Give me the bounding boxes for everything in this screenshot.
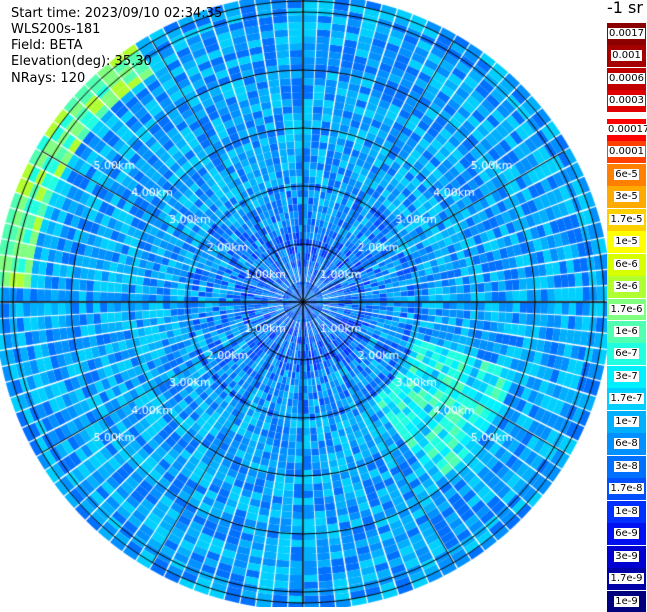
start-time-label: Start time: 2023/09/10 02:34:35 [11,6,223,21]
colorbar-level: 6e-6 [607,253,646,276]
colorbar-tick-label: 1e-5 [614,236,639,248]
colorbar-level: 0.00017 [607,118,647,141]
colorbar-tick-label: 0.001 [611,50,642,62]
colorbar-level: 3e-6 [607,276,646,299]
colorbar-level: 1e-6 [607,321,646,343]
colorbar-tick-label: 6e-6 [614,258,639,270]
colorbar-tick-label: 3e-9 [614,550,639,562]
colorbar-tick-label: 6e-9 [614,528,639,540]
colorbar-tick-label: 0.0017 [608,27,645,39]
colorbar-tick-label: 1.7e-6 [609,303,644,315]
colorbar-level: 6e-7 [607,343,646,366]
colorbar-level: 1e-7 [607,410,646,433]
colorbar-tick-label: 0.0006 [608,72,645,84]
nrays-label: NRays: 120 [11,71,86,86]
colorbar-tick-label: 1e-8 [614,505,639,517]
ppi-scan-plot [0,0,607,607]
colorbar-level: 6e-8 [607,433,646,456]
colorbar-tick-label: 6e-7 [614,348,639,360]
colorbar-level: 1e-9 [607,590,646,612]
colorbar-tick-label: 3e-5 [614,191,639,203]
colorbar-tick-label: 6e-8 [614,438,639,450]
colorbar-tick-label: 1e-7 [614,415,639,427]
colorbar-unit: -1 sr [607,0,643,17]
colorbar-level: 3e-5 [607,186,646,209]
colorbar-level: 3e-9 [607,545,646,568]
colorbar-tick-label: 1.7e-8 [609,483,644,495]
colorbar-level: 0.0017 [607,23,646,45]
colorbar-level: 1.7e-6 [607,298,646,321]
colorbar-tick-label: 1.7e-7 [609,393,644,405]
colorbar-level: 0.001 [607,45,646,68]
colorbar-level: 1.7e-7 [607,388,646,411]
elevation-label: Elevation(deg): 35.30 [11,54,152,69]
colorbar-level: 6e-9 [607,523,646,546]
colorbar-level: 0.0003 [607,90,646,113]
instrument-label: WLS200s-181 [11,22,101,37]
colorbar-level: 3e-8 [607,455,646,478]
colorbar-level: 1.7e-8 [607,478,646,501]
colorbar-level: 1e-5 [607,231,646,254]
colorbar-level: 0.0006 [607,67,646,90]
colorbar-tick-label: 6e-5 [614,168,639,180]
field-label: Field: BETA [11,38,83,53]
colorbar-tick-label: 0.00017 [607,123,647,136]
colorbar-tick-label: 0.0001 [608,146,645,158]
colorbar-tick-label: 1.7e-5 [609,213,644,225]
colorbar-level: 0.0001 [607,141,646,164]
colorbar-tick-label: 3e-6 [614,281,639,293]
colorbar-level: 1e-8 [607,500,646,523]
colorbar-tick-label: 3e-8 [614,460,639,472]
colorbar-level: 3e-7 [607,365,646,388]
colorbar-level: 1.7e-5 [607,208,646,231]
colorbar-level: 1.7e-9 [607,568,646,591]
colorbar-tick-label: 3e-7 [614,370,639,382]
colorbar-tick-label: 0.0003 [608,95,645,107]
colorbar-tick-label: 1.7e-9 [609,573,644,585]
colorbar-tick-label: 1e-6 [614,325,639,337]
colorbar-level: 6e-5 [607,163,646,186]
colorbar-tick-label: 1e-9 [614,595,639,607]
